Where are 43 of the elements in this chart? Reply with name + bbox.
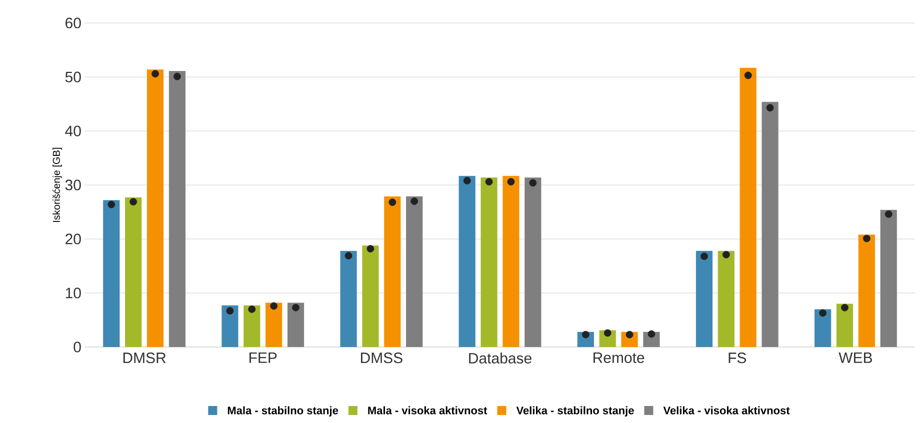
bar	[168, 71, 186, 347]
bar	[146, 69, 164, 347]
y-axis-title: Iskorišćenje [GB]	[52, 148, 62, 222]
x-tick-label: DMSS	[360, 352, 402, 364]
bar	[125, 197, 142, 347]
bar	[858, 234, 875, 347]
bar	[524, 177, 542, 347]
bar	[740, 68, 756, 347]
bar	[266, 302, 282, 347]
x-tick-label: DMSR	[123, 352, 166, 364]
legend-label: Velika - visoka aktivnost	[663, 406, 790, 414]
x-tick-label: WEB	[838, 352, 872, 363]
bar	[458, 176, 476, 347]
y-tick-label: 60	[66, 18, 81, 28]
x-tick-label: Remote	[594, 352, 644, 363]
bar	[287, 302, 304, 347]
bar	[814, 309, 832, 347]
bar	[340, 250, 357, 347]
bar	[362, 245, 379, 347]
x-tick-label: Database	[469, 352, 532, 364]
bar	[103, 200, 120, 347]
y-tick-label: 20	[66, 234, 81, 244]
y-tick-label: 40	[65, 126, 81, 136]
bar	[244, 305, 260, 347]
y-tick-label: 10	[66, 288, 81, 298]
bar	[880, 210, 897, 347]
bar	[696, 250, 713, 347]
bar	[406, 196, 423, 347]
bar	[480, 177, 498, 347]
legend-label: Mala - visoka aktivnost	[368, 406, 488, 414]
legend-label: Velika - stabilno stanje	[516, 406, 634, 417]
bar	[718, 250, 734, 347]
bar	[762, 102, 778, 347]
y-tick-label: 30	[65, 180, 81, 190]
y-tick-label: 50	[65, 72, 81, 82]
x-tick-label: FS	[728, 352, 746, 364]
x-tick-label: FEP	[249, 352, 277, 363]
bar	[502, 176, 520, 347]
y-tick-label: 0	[74, 342, 81, 352]
bar	[222, 305, 238, 347]
legend-label: Mala - stabilno stanje	[228, 406, 338, 417]
bar	[384, 196, 401, 347]
bar	[836, 304, 854, 347]
